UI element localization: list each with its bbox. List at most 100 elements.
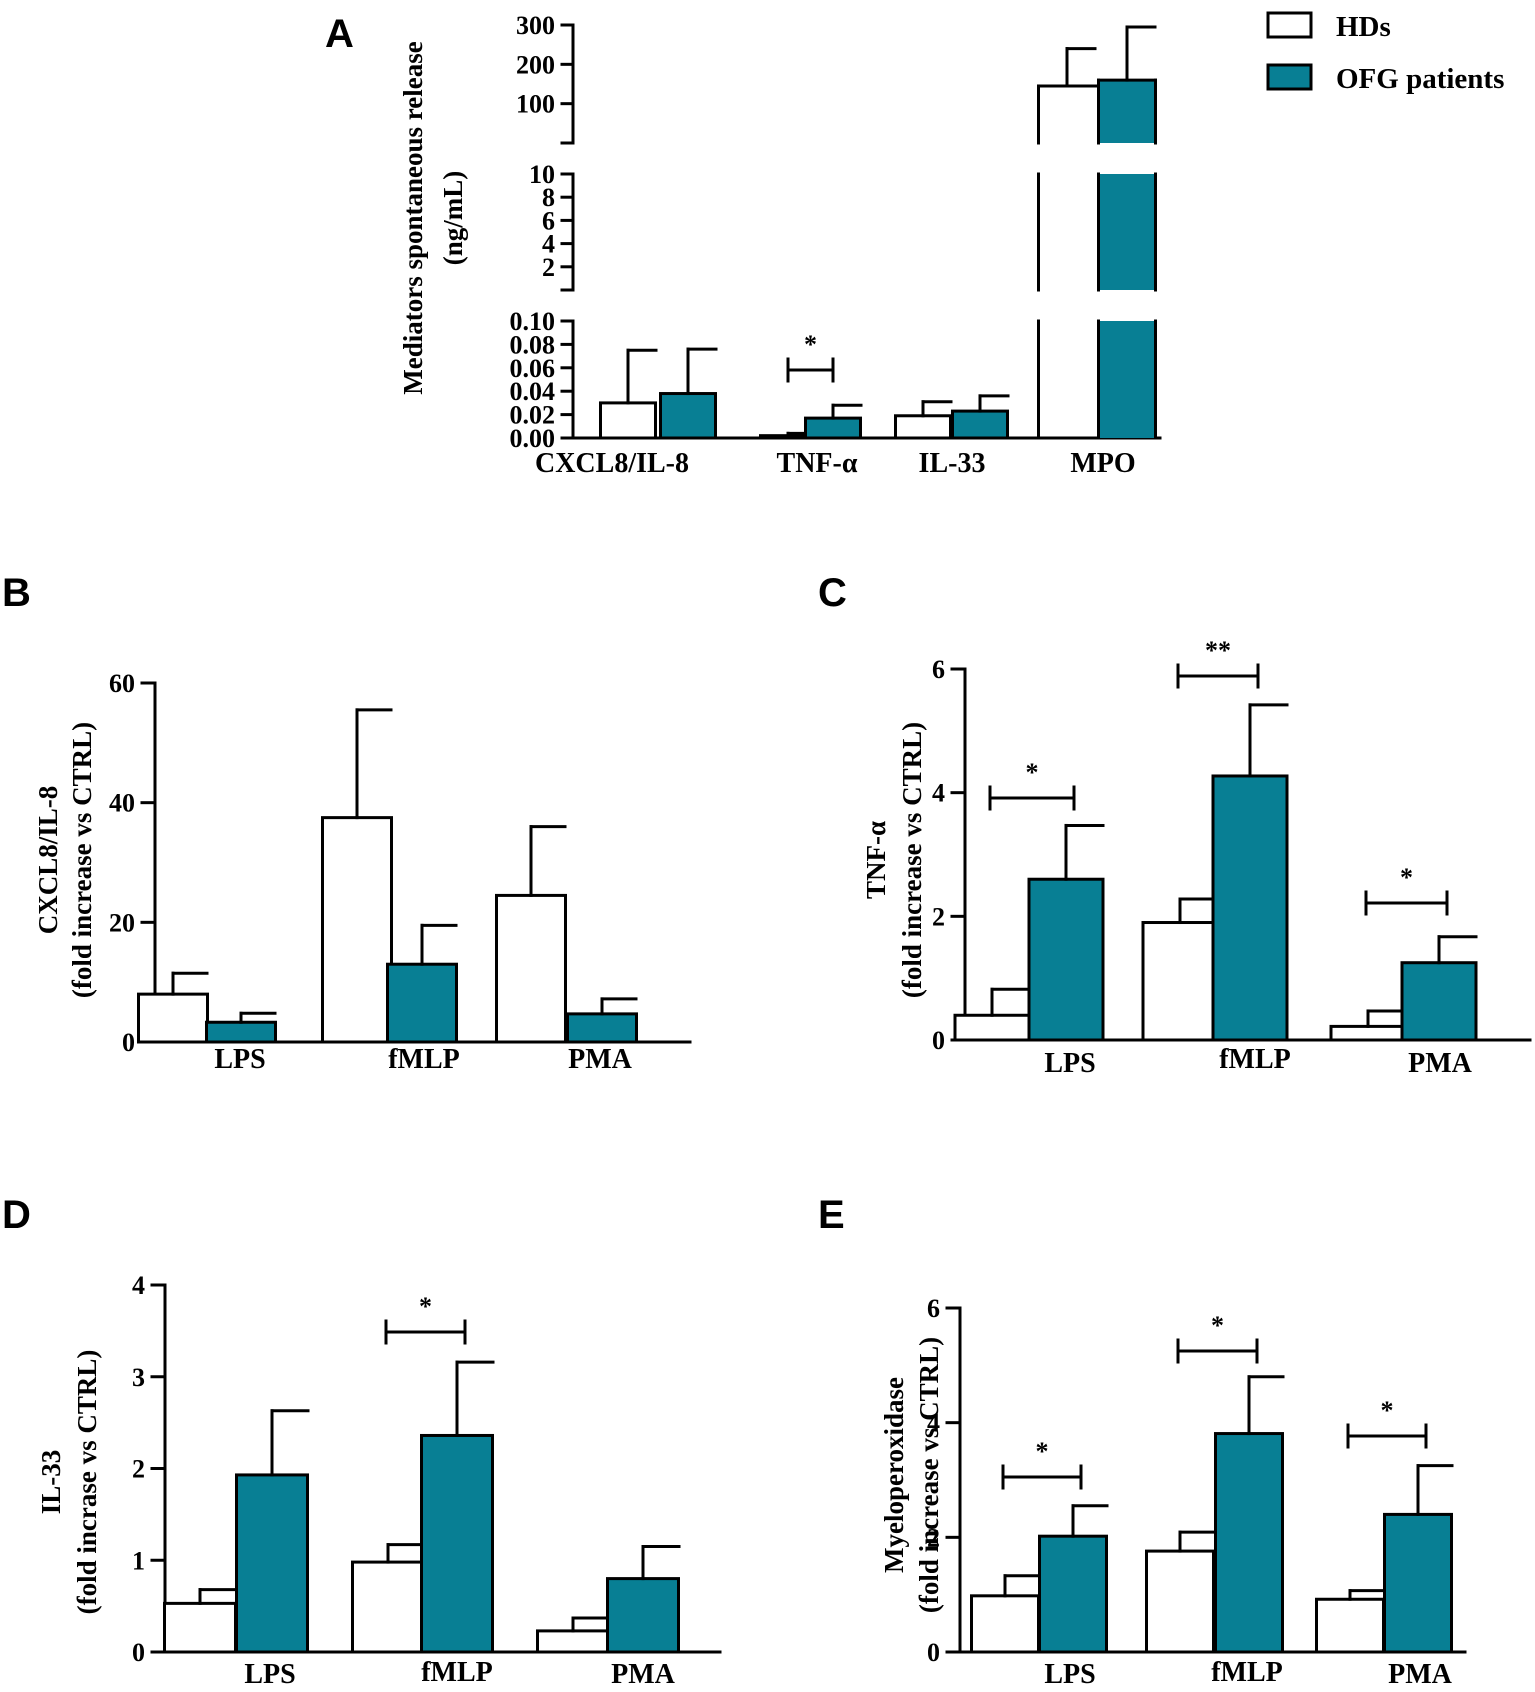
panel-e-ylabel-line1: Myeloperoxidase (879, 1377, 909, 1573)
legend: HDs OFG patients (1266, 11, 1504, 95)
panel-a-category-label: CXCL8/IL-8 (535, 448, 689, 479)
panel-a-y-tick-label: 8 (542, 183, 555, 212)
panel-d-y-tick-label: 0 (132, 1638, 145, 1667)
panel-c-y-tick-label: 2 (932, 902, 945, 931)
panel-e-bar-hd (1145, 1549, 1215, 1654)
panel-e-bar-hd (1315, 1597, 1385, 1654)
panel-b-y-tick-label: 0 (122, 1028, 135, 1057)
panel-e-bar-ofg (1214, 1432, 1284, 1654)
panel-d-bar-hd (536, 1629, 610, 1654)
panel-b-ylabel-line2: (fold increase vs CTRL) (67, 722, 97, 998)
panel-a-y-tick-label: 0.08 (510, 330, 556, 359)
legend-label-hd: HDs (1336, 11, 1391, 43)
panel-a-bar-ofg (804, 416, 862, 440)
panel-d-ylabel-line1: IL-33 (36, 1450, 66, 1515)
panel-b-bar-ofg (386, 962, 458, 1044)
panel-c-ylabel-line2: (fold increase vs CTRL) (897, 722, 927, 998)
panel-a-bar-ofg-mpo (1098, 80, 1156, 143)
panel-a-y-tick-label: 100 (516, 90, 555, 119)
panel-a-y-tick-label: 0.00 (510, 424, 556, 453)
panel-b-y-tick-label: 20 (109, 908, 135, 937)
legend-swatch-hd (1266, 11, 1313, 39)
panel-e-y-tick-label: 0 (927, 1638, 940, 1667)
panel-a-bar-ofg-mpo (1098, 174, 1156, 290)
panel-label-e: E (818, 1193, 845, 1237)
panel-a-y-tick-label: 4 (542, 230, 555, 259)
panel-e-significance-label: * (1036, 1437, 1049, 1466)
panel-a-y-tick-label: 10 (529, 160, 555, 189)
panel-a-y-tick-label: 0.04 (510, 377, 556, 406)
panel-e-significance-label: * (1211, 1311, 1224, 1340)
panel-d-bar-hd (351, 1560, 425, 1654)
panel-c-y-tick-label: 6 (932, 655, 945, 684)
panel-b-bar-hd (495, 893, 567, 1044)
panel-c-category-label: LPS (1044, 1048, 1095, 1079)
panel-e-y-tick-label: 2 (927, 1523, 940, 1552)
legend-swatch-ofg (1266, 63, 1313, 91)
panel-e-y-tick-label: 4 (927, 1409, 940, 1438)
panel-label-a: A (325, 12, 354, 56)
panel-a-y-tick-label: 200 (516, 50, 555, 79)
panel-d-bar-hd (163, 1601, 237, 1654)
panel-c-y-tick-label: 0 (932, 1026, 945, 1055)
panel-e-bar-hd (970, 1594, 1040, 1654)
panel-a-bar-ofg (951, 409, 1009, 440)
panel-c-bar-ofg (1400, 961, 1478, 1042)
panel-b-ylabel-line1: CXCL8/IL-8 (33, 786, 63, 935)
panel-a-bar-hd (894, 414, 952, 440)
panel-b-category-label: LPS (214, 1044, 265, 1075)
panel-a-significance-label: * (804, 330, 817, 359)
panel-c-bar-hd (1329, 1024, 1407, 1042)
panel-d-y-tick-label: 1 (132, 1546, 145, 1575)
panel-d-y-tick-label: 2 (132, 1455, 145, 1484)
panel-c-category-label: PMA (1408, 1048, 1473, 1079)
panel-label-b: B (2, 571, 31, 615)
panel-e-bar-ofg (1038, 1534, 1108, 1654)
panel-a-y-tick-label: 0.06 (510, 354, 556, 383)
panel-b-category-label: PMA (568, 1044, 633, 1075)
panel-b-category-label: fMLP (388, 1044, 460, 1075)
panel-c-y-tick-label: 4 (932, 779, 945, 808)
panel-b-y-tick-label: 60 (109, 669, 135, 698)
panel-c-bar-ofg (1027, 877, 1105, 1042)
panel-a-category-label: MPO (1070, 448, 1135, 479)
panel-c-significance-label: ** (1205, 636, 1231, 665)
panel-a-y-tick-label: 300 (516, 11, 555, 40)
panel-d-category-label: PMA (611, 1659, 676, 1687)
panel-d-bar-ofg (606, 1577, 680, 1654)
panel-d-category-label: fMLP (421, 1657, 493, 1687)
panel-label-c: C (818, 571, 847, 615)
panel-c-category-label: fMLP (1219, 1044, 1291, 1075)
panel-a-y-tick-label: 2 (542, 253, 555, 282)
panel-c-significance-label: * (1026, 758, 1039, 787)
panel-e-category-label: fMLP (1211, 1657, 1283, 1687)
chart-marks: 02040600246****01234*0246***0.100.080.06… (109, 11, 1532, 1667)
legend-label-ofg: OFG patients (1336, 63, 1504, 95)
panel-d-bar-ofg (235, 1473, 309, 1654)
panel-b-bar-ofg (205, 1020, 277, 1044)
panel-d-significance-label: * (419, 1292, 432, 1321)
panel-a-bar-ofg-mpo (1098, 321, 1156, 438)
panel-b-bar-ofg (566, 1012, 638, 1044)
panel-d-y-tick-label: 4 (132, 1271, 145, 1300)
panel-c-bar-ofg (1211, 774, 1289, 1042)
panel-a-y-tick-label: 6 (542, 206, 555, 235)
panel-a-category-label: IL-33 (919, 448, 986, 479)
panel-e-significance-label: * (1381, 1396, 1394, 1425)
panel-c-bar-hd (953, 1013, 1031, 1042)
panel-e-y-tick-label: 6 (927, 1294, 940, 1323)
panel-d-category-label: LPS (244, 1659, 295, 1687)
panel-a-category-label: TNF-α (777, 448, 858, 479)
panel-c-ylabel-line1: TNF-α (861, 821, 891, 899)
panel-b-bar-hd (321, 816, 393, 1044)
panel-d-y-tick-label: 3 (132, 1363, 145, 1392)
panel-d-ylabel-line2: (fold incrase vs CTRL) (72, 1350, 102, 1615)
panel-a-bar-ofg (659, 392, 717, 440)
panel-a-y-tick-label: 0.10 (510, 307, 556, 336)
panel-e-category-label: PMA (1388, 1659, 1453, 1687)
panel-a-y-tick-label: 0.02 (510, 401, 556, 430)
panel-a-ylabel-line1: Mediators spontaneous release (398, 41, 428, 394)
panel-a-ylabel-line2: (ng/mL) (438, 171, 468, 266)
